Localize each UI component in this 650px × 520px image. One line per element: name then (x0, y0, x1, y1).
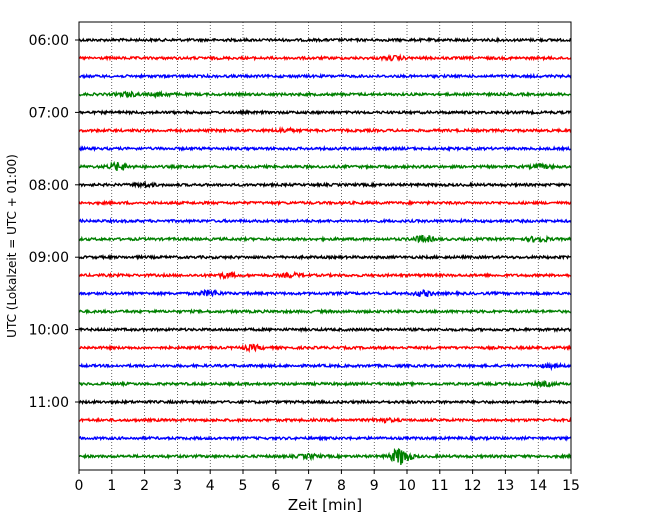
seismic-traces (78, 36, 572, 465)
trace-0645 (78, 89, 572, 100)
trace-1115 (78, 416, 572, 424)
y-tick-label: 10:00 (29, 323, 69, 339)
y-tick-label: 09:00 (29, 250, 69, 266)
trace-0745 (78, 160, 572, 171)
trace-0700 (78, 108, 572, 116)
x-tick-label: 15 (562, 478, 580, 494)
x-tick-label: 8 (337, 478, 346, 494)
trace-0930 (78, 288, 572, 298)
trace-0615 (78, 53, 572, 62)
x-tick-label: 2 (140, 478, 149, 494)
x-tick-label: 13 (496, 478, 514, 494)
trace-0800 (78, 180, 572, 190)
x-tick-label: 4 (206, 478, 215, 494)
x-axis-ticks: 0 1 2 3 4 5 6 7 8 9 10 11 12 13 14 15 (75, 470, 580, 494)
x-tick-label: 10 (398, 478, 416, 494)
trace-1145 (78, 447, 572, 465)
y-axis-label: UTC (Lokalzeit = UTC + 01:00) (5, 154, 19, 338)
trace-0600 (78, 36, 572, 44)
x-tick-label: 6 (271, 478, 280, 494)
trace-0730 (78, 145, 572, 153)
y-tick-label: 11:00 (29, 395, 69, 411)
trace-1130 (78, 434, 572, 442)
x-tick-label: 11 (431, 478, 449, 494)
trace-1030 (78, 361, 572, 372)
trace-1100 (78, 398, 572, 406)
x-tick-label: 14 (529, 478, 547, 494)
x-tick-label: 3 (173, 478, 182, 494)
x-tick-label: 9 (370, 478, 379, 494)
x-axis-label: Zeit [min] (288, 496, 362, 514)
plot-frame (78, 21, 572, 471)
trace-0815 (78, 199, 572, 207)
trace-0945 (79, 308, 572, 315)
y-tick-label: 07:00 (29, 105, 69, 121)
x-tick-label: 5 (239, 478, 248, 494)
trace-0715 (78, 125, 572, 135)
trace-0915 (78, 270, 572, 281)
trace-0845 (78, 234, 572, 244)
x-tick-label: 12 (464, 478, 482, 494)
y-axis-ticks: 06:00 07:00 08:00 09:00 10:00 11:00 (29, 33, 79, 411)
trace-1045 (78, 379, 572, 389)
x-tick-label: 0 (75, 478, 84, 494)
x-tick-label: 1 (107, 478, 116, 494)
trace-1015 (78, 343, 572, 354)
trace-0900 (78, 253, 572, 261)
x-tick-label: 7 (304, 478, 313, 494)
trace-0830 (78, 217, 572, 225)
y-tick-label: 06:00 (29, 33, 69, 49)
y-tick-label: 08:00 (29, 178, 69, 194)
trace-1000 (78, 326, 572, 334)
trace-0630 (78, 72, 572, 80)
